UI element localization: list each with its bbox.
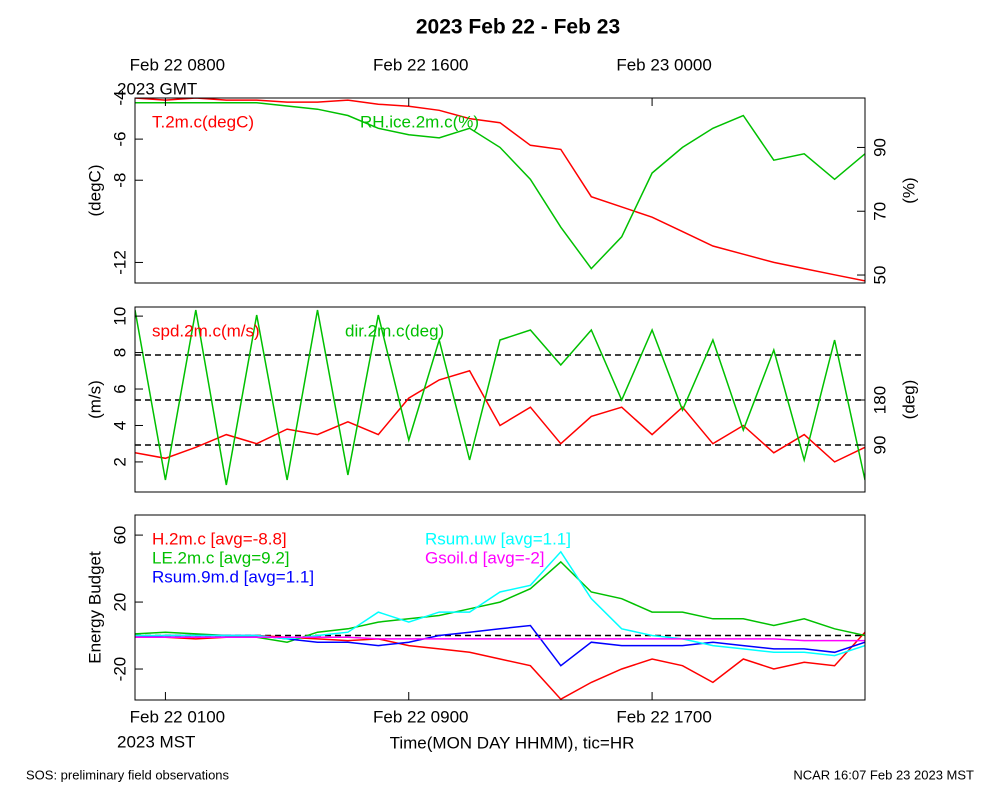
y-tick-label: 20 [110, 593, 129, 612]
plot-area [135, 98, 865, 282]
series-line [135, 636, 865, 642]
y2-tick-label: 50 [870, 266, 889, 285]
series-label: LE.2m.c [avg=9.2] [152, 548, 290, 567]
y-axis-title: (m/s) [85, 380, 104, 419]
series-label: H.2m.c [avg=-8.8] [152, 529, 287, 548]
x-tick-label: Feb 22 1700 [616, 707, 711, 726]
top-x-tick-label: Feb 22 1600 [373, 55, 468, 74]
y-tick-label: -20 [110, 657, 129, 682]
y-tick-label: 8 [110, 348, 129, 357]
y2-tick-label: 180 [870, 386, 889, 414]
series-line [135, 102, 865, 270]
y-axis-title: Energy Budget [85, 551, 104, 664]
y-tick-label: -4 [110, 90, 129, 105]
y2-tick-label: 90 [870, 138, 889, 157]
series-label: Rsum.uw [avg=1.1] [425, 529, 571, 548]
series-line [135, 550, 865, 657]
x-axis-title: Time(MON DAY HHMM), tic=HR [390, 733, 635, 752]
series-label: Rsum.9m.d [avg=1.1] [152, 567, 314, 586]
series-label: T.2m.c(degC) [152, 112, 254, 131]
x-tick-label: Feb 22 0900 [373, 707, 468, 726]
series-label: RH.ice.2m.c(%) [360, 112, 479, 131]
y2-axis-title: (%) [899, 177, 918, 203]
panel-frame [134, 97, 866, 284]
y2-tick-label: 90 [870, 436, 889, 455]
y-tick-label: 6 [110, 384, 129, 393]
y-tick-label: 2 [110, 457, 129, 466]
y-tick-label: 4 [110, 421, 129, 430]
series-label: Gsoil.d [avg=-2] [425, 548, 545, 567]
y-tick-label: -8 [110, 173, 129, 188]
plot-area [135, 309, 865, 486]
y-tick-label: 60 [110, 526, 129, 545]
bottom-axis-note: 2023 MST [117, 732, 195, 751]
series-line [135, 98, 865, 282]
plot-area [135, 550, 865, 700]
x-tick-label: Feb 22 0100 [130, 707, 225, 726]
top-axis-note: 2023 GMT [117, 79, 197, 98]
series-label: dir.2m.c(deg) [345, 321, 444, 340]
panel-frame [134, 514, 866, 701]
top-x-tick-label: Feb 22 0800 [130, 55, 225, 74]
y2-axis-title: (deg) [899, 380, 918, 420]
footer-left: SOS: preliminary field observations [26, 767, 230, 782]
footer-right: NCAR 16:07 Feb 23 2023 MST [793, 767, 974, 782]
page-title: 2023 Feb 22 - Feb 23 [416, 16, 620, 39]
y-tick-label: 10 [110, 307, 129, 326]
top-x-tick-label: Feb 23 0000 [616, 55, 711, 74]
y-tick-label: -12 [110, 250, 129, 275]
y-tick-label: -6 [110, 132, 129, 147]
series-line [135, 369, 865, 463]
y-axis-title: (degC) [85, 165, 104, 217]
y2-tick-label: 70 [870, 202, 889, 221]
series-label: spd.2m.c(m/s) [152, 321, 260, 340]
series-line [135, 631, 865, 700]
series-line [135, 309, 865, 486]
